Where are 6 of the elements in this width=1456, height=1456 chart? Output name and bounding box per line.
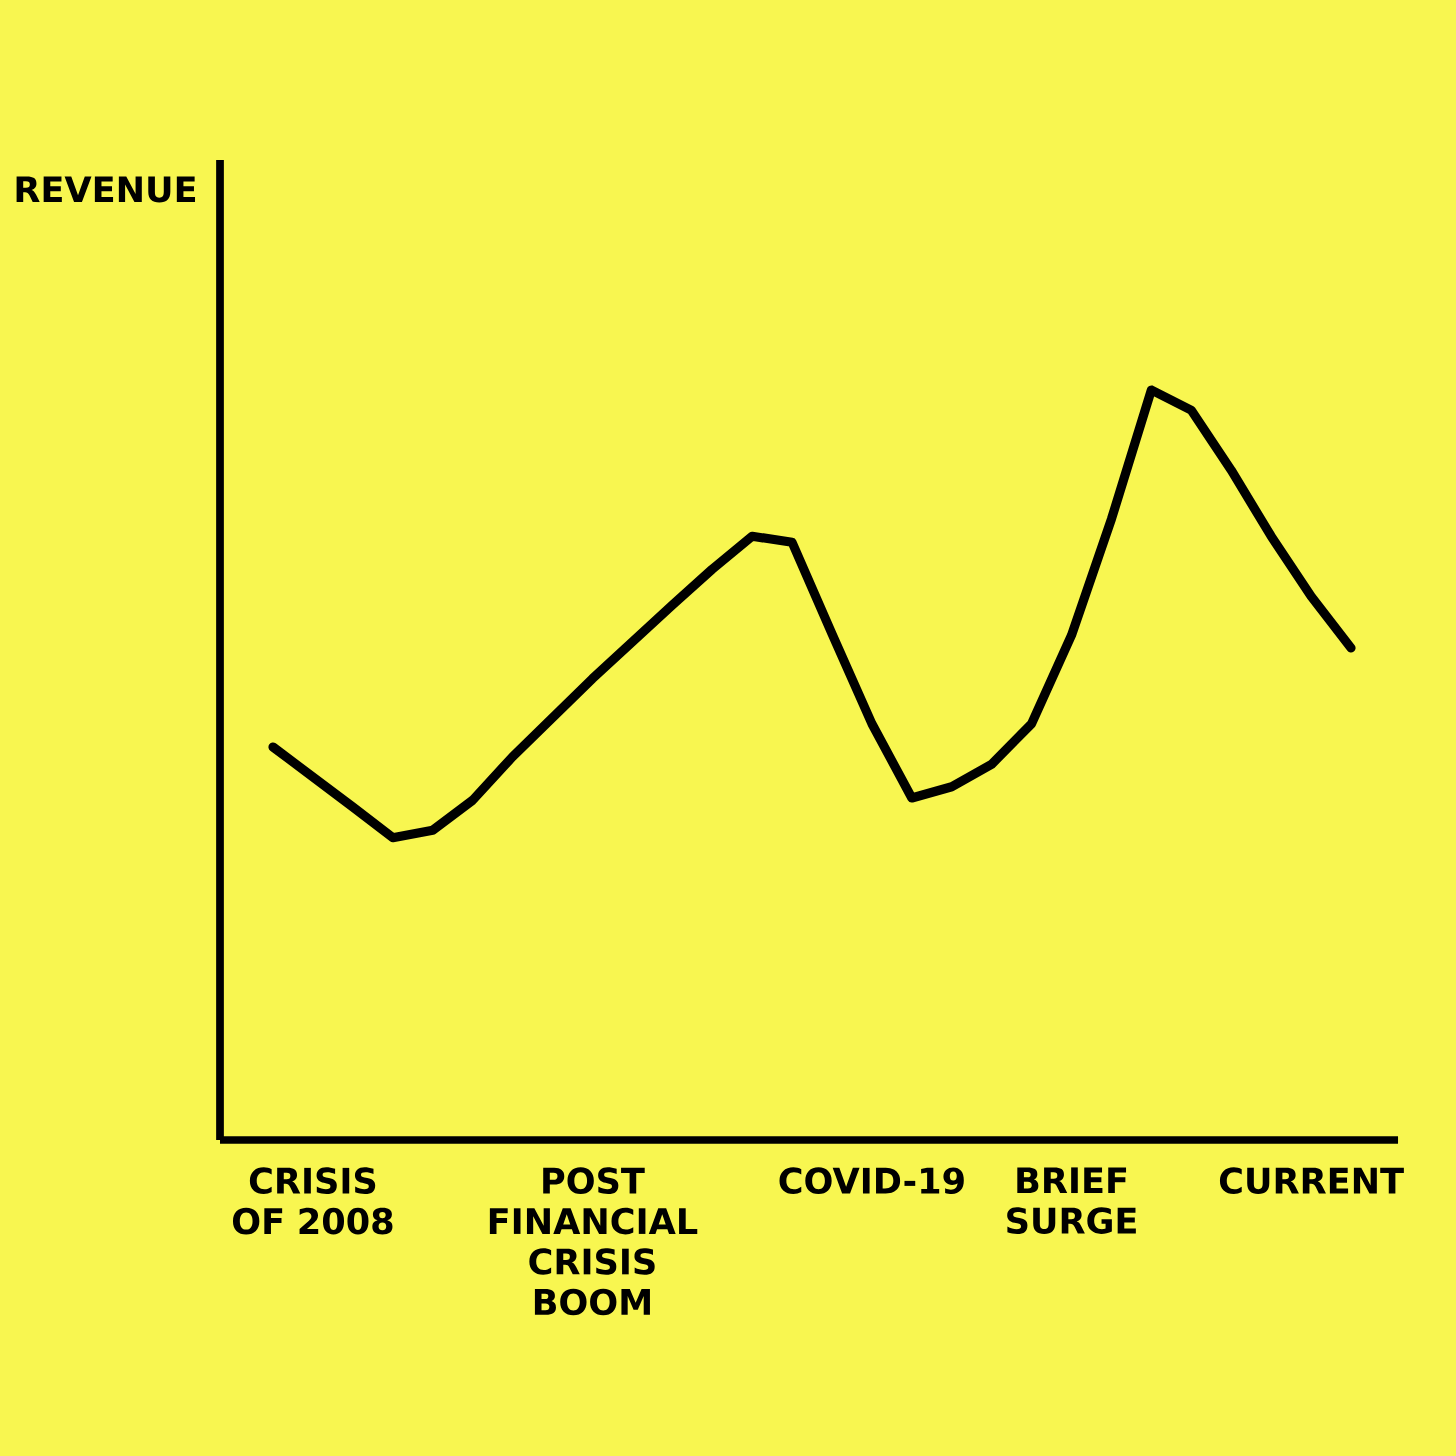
x-tick-label: POST FINANCIAL CRISIS BOOM [489, 1167, 698, 1316]
x-tick-label: BRIEF SURGE [1007, 1167, 1136, 1234]
x-tick-label: CRISIS OF 2008 [232, 1167, 393, 1235]
x-tick-label: CURRENT [1219, 1167, 1404, 1194]
x-tick-label: COVID-19 [779, 1167, 964, 1194]
text: REVENUE [16, 176, 196, 203]
